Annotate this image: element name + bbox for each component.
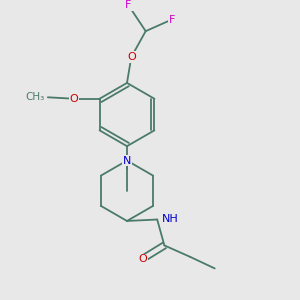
Text: O: O bbox=[69, 94, 78, 104]
Text: O: O bbox=[138, 254, 147, 264]
Text: F: F bbox=[125, 0, 132, 10]
Text: F: F bbox=[168, 15, 175, 25]
Text: NH: NH bbox=[161, 214, 178, 224]
Text: N: N bbox=[123, 156, 131, 166]
Text: O: O bbox=[127, 52, 136, 62]
Text: CH₃: CH₃ bbox=[26, 92, 45, 102]
